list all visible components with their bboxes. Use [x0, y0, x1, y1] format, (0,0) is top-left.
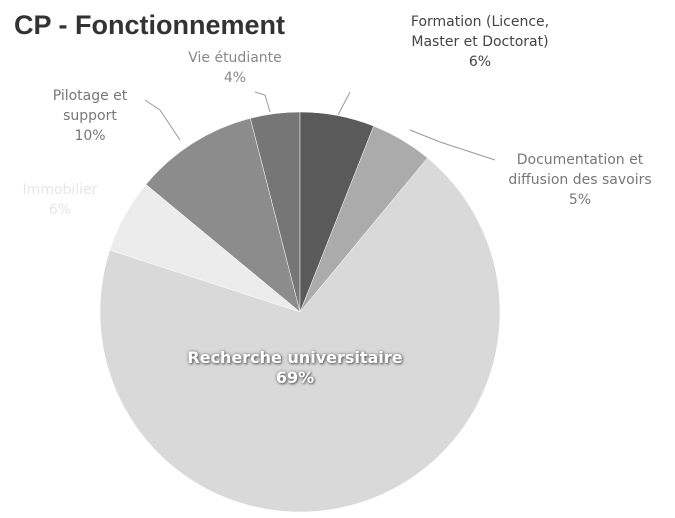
pie-slice	[299, 111, 374, 313]
pie-slice	[145, 117, 301, 313]
category-label: Formation (Licence, Master et Doctorat)	[410, 14, 550, 50]
slice-label: Formation (Licence, Master et Doctorat) 6…	[395, 12, 565, 72]
pie-slice	[99, 157, 501, 513]
value-label: 5%	[568, 192, 592, 208]
slice-label: Recherche universitaire 69%	[160, 348, 430, 388]
slice-label: Immobilier 6%	[0, 180, 120, 220]
chart-title: CP - Fonctionnement	[14, 10, 286, 40]
value-label: 10%	[74, 128, 106, 144]
slice-label: Documentation et diffusion des savoirs 5%	[490, 150, 670, 210]
category-label: Vie étudiante	[188, 50, 282, 66]
leader-line	[409, 129, 496, 161]
leader-line	[144, 99, 181, 141]
category-label: Immobilier	[22, 182, 98, 198]
slice-label: Vie étudiante 4%	[170, 48, 300, 88]
value-label: 4%	[223, 70, 247, 86]
slice-label: Pilotage et support 10%	[30, 86, 150, 146]
value-label: 6%	[468, 54, 492, 70]
category-label: Pilotage et support	[52, 88, 128, 124]
leader-line	[337, 91, 351, 116]
leader-line	[254, 91, 271, 113]
value-label: 69%	[275, 368, 315, 387]
leader-lines	[144, 91, 496, 161]
category-label: Recherche universitaire	[187, 348, 403, 367]
value-label: 6%	[48, 202, 72, 218]
category-label: Documentation et diffusion des savoirs	[508, 152, 652, 188]
